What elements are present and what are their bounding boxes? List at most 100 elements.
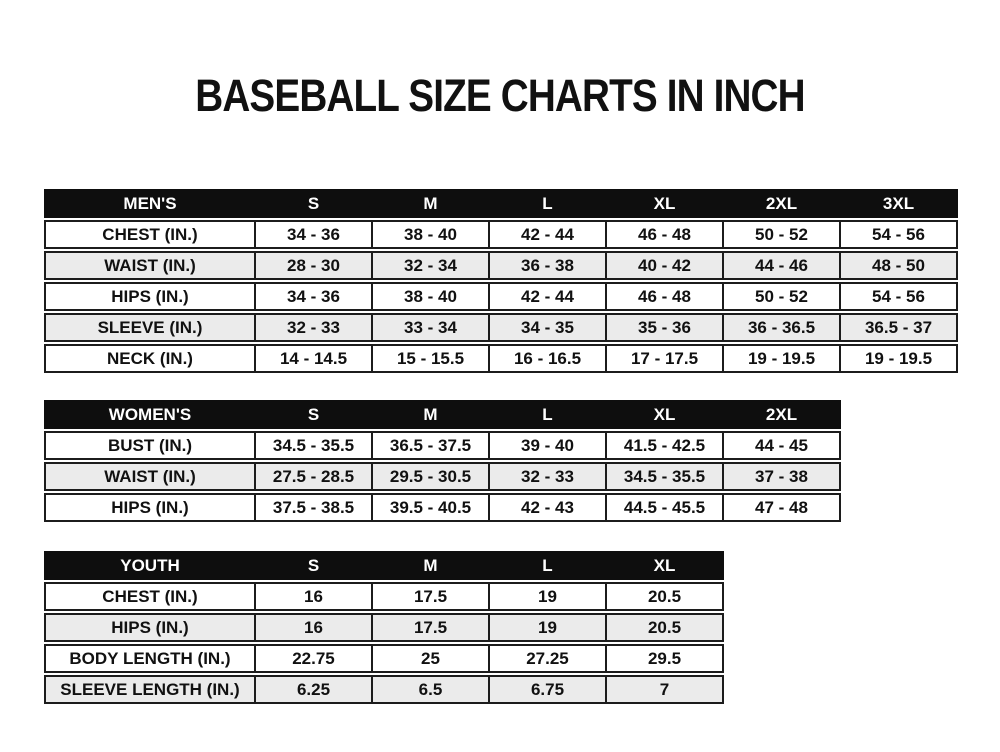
value-cell: 38 - 40 <box>371 222 488 247</box>
column-header-cell: L <box>542 405 553 424</box>
value-cell: 17.5 <box>371 584 488 609</box>
value-cell: 6.5 <box>371 677 488 702</box>
value-cell: 33 - 34 <box>371 315 488 340</box>
value-cell: 19 - 19.5 <box>839 346 956 371</box>
column-header-cell: M <box>423 556 438 575</box>
value-cell: 46 - 48 <box>605 284 722 309</box>
value-cell: 14 - 14.5 <box>254 346 371 371</box>
row-label-cell: BUST (IN.) <box>107 436 193 455</box>
table-row: WAIST (IN.) 27.5 - 28.5 29.5 - 30.5 32 - 33… <box>44 462 841 491</box>
column-header-cell: S <box>307 556 320 575</box>
row-label-cell: HIPS (IN.) <box>111 498 189 517</box>
value-cell: 38 - 40 <box>371 284 488 309</box>
value-cell: 34 - 36 <box>254 222 371 247</box>
column-header-cell: XL <box>653 194 676 213</box>
page-title: BASEBALL SIZE CHARTS IN INCH <box>195 70 805 121</box>
row-label-cell: WAIST (IN.) <box>104 467 196 486</box>
column-header-cell: M <box>423 405 438 424</box>
value-cell: 44.5 - 45.5 <box>605 495 722 520</box>
womens-size-table: WOMEN'S S M L XL 2XL BUST (IN.) 34.5 - 35.5 36.5… <box>44 400 841 524</box>
row-label-cell: HIPS (IN.) <box>111 287 189 306</box>
value-cell: 19 - 19.5 <box>722 346 839 371</box>
value-cell: 42 - 44 <box>488 222 605 247</box>
value-cell: 34.5 - 35.5 <box>605 464 722 489</box>
value-cell: 7 <box>605 677 722 702</box>
column-header-cell: S <box>307 405 320 424</box>
table-row: HIPS (IN.) 34 - 36 38 - 40 42 - 44 46 - 48 50… <box>44 282 958 311</box>
row-label-cell: HIPS (IN.) <box>111 618 189 637</box>
value-cell: 34 - 35 <box>488 315 605 340</box>
value-cell: 47 - 48 <box>722 495 839 520</box>
table-row: WAIST (IN.) 28 - 30 32 - 34 36 - 38 40 - 42 4… <box>44 251 958 280</box>
table-row: BUST (IN.) 34.5 - 35.5 36.5 - 37.5 39 - 40 4… <box>44 431 841 460</box>
value-cell: 37 - 38 <box>722 464 839 489</box>
value-cell: 54 - 56 <box>839 284 956 309</box>
value-cell: 27.25 <box>488 646 605 671</box>
value-cell: 44 - 46 <box>722 253 839 278</box>
row-label-cell: CHEST (IN.) <box>102 587 198 606</box>
value-cell: 29.5 - 30.5 <box>371 464 488 489</box>
value-cell: 42 - 44 <box>488 284 605 309</box>
value-cell: 41.5 - 42.5 <box>605 433 722 458</box>
value-cell: 17.5 <box>371 615 488 640</box>
row-label-cell: SLEEVE (IN.) <box>97 318 203 337</box>
table-row: CHEST (IN.) 16 17.5 19 20.5 <box>44 582 724 611</box>
row-label-cell: BODY LENGTH (IN.) <box>69 649 231 668</box>
value-cell: 36.5 - 37 <box>839 315 956 340</box>
table-row: CHEST (IN.) 34 - 36 38 - 40 42 - 44 46 - 48 5… <box>44 220 958 249</box>
value-cell: 42 - 43 <box>488 495 605 520</box>
value-cell: 34.5 - 35.5 <box>254 433 371 458</box>
table-title-cell: MEN'S <box>123 194 177 213</box>
value-cell: 50 - 52 <box>722 222 839 247</box>
value-cell: 16 <box>254 584 371 609</box>
column-header-cell: XL <box>653 556 676 575</box>
value-cell: 17 - 17.5 <box>605 346 722 371</box>
value-cell: 6.75 <box>488 677 605 702</box>
column-header-cell: 2XL <box>765 194 798 213</box>
value-cell: 27.5 - 28.5 <box>254 464 371 489</box>
table-row: SLEEVE (IN.) 32 - 33 33 - 34 34 - 35 35 - 36… <box>44 313 958 342</box>
value-cell: 29.5 <box>605 646 722 671</box>
column-header-cell: M <box>423 194 438 213</box>
column-header-cell: L <box>542 556 553 575</box>
table-row: HIPS (IN.) 16 17.5 19 20.5 <box>44 613 724 642</box>
value-cell: 36.5 - 37.5 <box>371 433 488 458</box>
table-row: BODY LENGTH (IN.) 22.75 25 27.25 29.5 <box>44 644 724 673</box>
value-cell: 16 - 16.5 <box>488 346 605 371</box>
value-cell: 40 - 42 <box>605 253 722 278</box>
value-cell: 15 - 15.5 <box>371 346 488 371</box>
value-cell: 25 <box>371 646 488 671</box>
value-cell: 39 - 40 <box>488 433 605 458</box>
row-label-cell: NECK (IN.) <box>107 349 193 368</box>
value-cell: 37.5 - 38.5 <box>254 495 371 520</box>
row-label-cell: CHEST (IN.) <box>102 225 198 244</box>
value-cell: 36 - 38 <box>488 253 605 278</box>
value-cell: 50 - 52 <box>722 284 839 309</box>
table-row: HIPS (IN.) 37.5 - 38.5 39.5 - 40.5 42 - 43 4… <box>44 493 841 522</box>
value-cell: 19 <box>488 615 605 640</box>
value-cell: 39.5 - 40.5 <box>371 495 488 520</box>
value-cell: 20.5 <box>605 584 722 609</box>
mens-size-table: MEN'S S M L XL 2XL 3XL CHEST (IN.) 34 - 36 38 - 4… <box>44 189 958 375</box>
column-header-cell: 2XL <box>765 405 798 424</box>
column-header-cell: 3XL <box>882 194 915 213</box>
value-cell: 34 - 36 <box>254 284 371 309</box>
row-label-cell: SLEEVE LENGTH (IN.) <box>60 680 240 699</box>
value-cell: 32 - 33 <box>254 315 371 340</box>
table-row: SLEEVE LENGTH (IN.) 6.25 6.5 6.75 7 <box>44 675 724 704</box>
value-cell: 54 - 56 <box>839 222 956 247</box>
column-header-cell: XL <box>653 405 676 424</box>
table-header-row: MEN'S S M L XL 2XL 3XL <box>44 189 958 218</box>
value-cell: 35 - 36 <box>605 315 722 340</box>
row-label-cell: WAIST (IN.) <box>104 256 196 275</box>
value-cell: 16 <box>254 615 371 640</box>
table-header-row: YOUTH S M L XL <box>44 551 724 580</box>
table-title-cell: WOMEN'S <box>108 405 192 424</box>
value-cell: 6.25 <box>254 677 371 702</box>
value-cell: 36 - 36.5 <box>722 315 839 340</box>
column-header-cell: S <box>307 194 320 213</box>
table-row: NECK (IN.) 14 - 14.5 15 - 15.5 16 - 16.5 17 … <box>44 344 958 373</box>
value-cell: 19 <box>488 584 605 609</box>
value-cell: 32 - 33 <box>488 464 605 489</box>
value-cell: 28 - 30 <box>254 253 371 278</box>
